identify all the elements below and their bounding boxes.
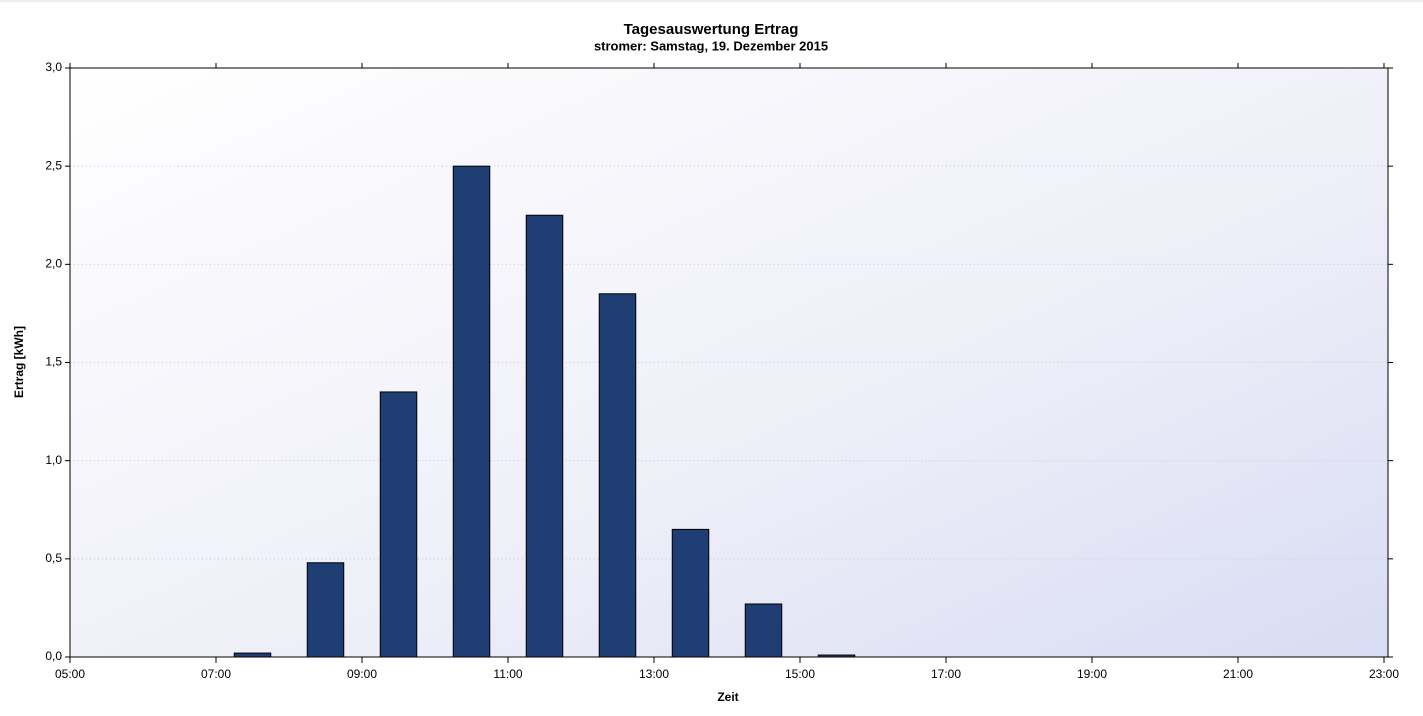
chart-title: Tagesauswertung Ertrag	[624, 21, 799, 38]
x-tick-label: 23:00	[1369, 667, 1399, 681]
plot-background	[70, 68, 1388, 657]
y-tick-label: 2,0	[45, 257, 62, 271]
x-tick-label: 15:00	[785, 667, 815, 681]
bar	[379, 391, 418, 658]
x-tick-label: 13:00	[639, 667, 669, 681]
x-tick-label: 17:00	[931, 667, 961, 681]
bar	[744, 603, 783, 658]
bar	[598, 293, 637, 658]
x-tick-label: 19:00	[1077, 667, 1107, 681]
bar	[525, 214, 564, 658]
x-axis-label: Zeit	[717, 690, 738, 704]
x-tick-label: 05:00	[55, 667, 85, 681]
bar	[817, 654, 856, 658]
y-tick-label: 2,5	[45, 158, 62, 172]
y-tick-label: 1,5	[45, 355, 62, 369]
y-axis-label: Ertrag [kWh]	[12, 326, 26, 398]
chart-subtitle: stromer: Samstag, 19. Dezember 2015	[594, 38, 828, 53]
x-tick-label: 21:00	[1223, 667, 1253, 681]
x-tick-label: 07:00	[201, 667, 231, 681]
bar	[671, 528, 710, 658]
plot-frame	[69, 67, 1389, 658]
bar	[452, 165, 491, 658]
y-tick-label: 3,0	[45, 60, 62, 74]
x-tick-label: 11:00	[493, 667, 522, 681]
x-tick-label: 09:00	[347, 667, 377, 681]
y-tick-label: 0,0	[45, 649, 62, 663]
bar	[233, 652, 272, 658]
bar	[306, 562, 345, 658]
y-tick-label: 1,0	[45, 453, 62, 467]
y-tick-label: 0,5	[45, 551, 62, 565]
